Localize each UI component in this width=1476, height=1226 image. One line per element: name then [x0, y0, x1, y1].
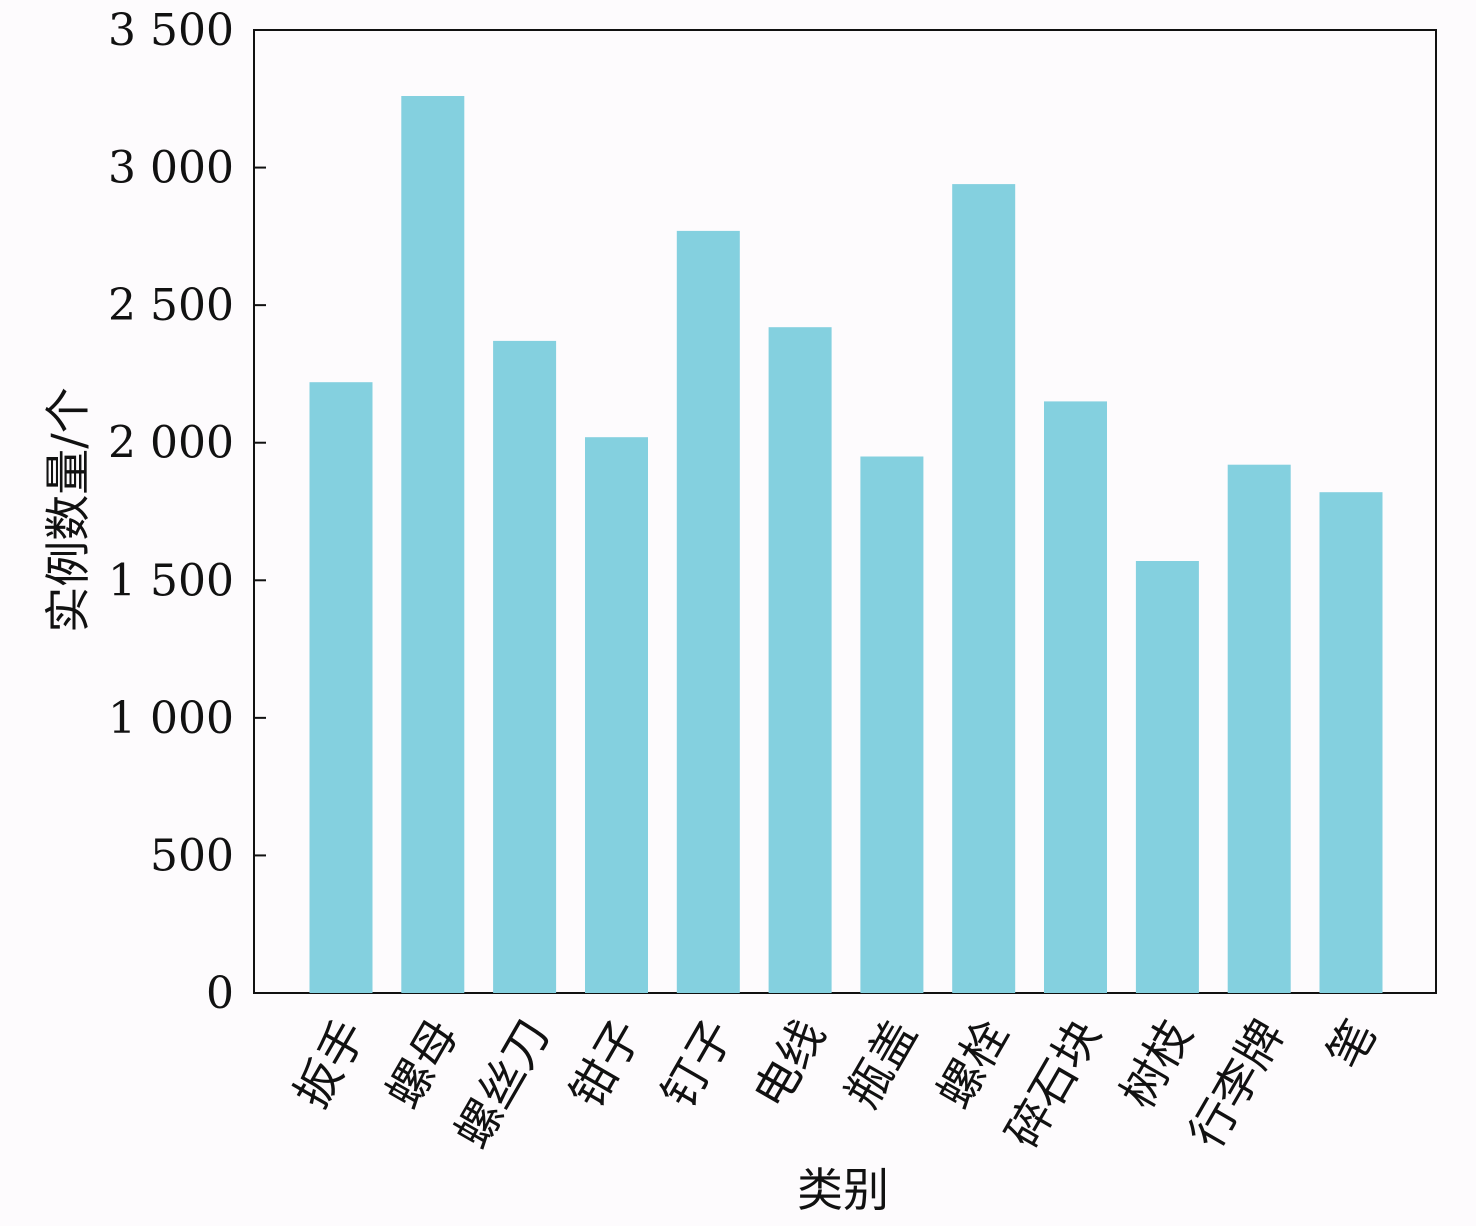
- y-tick-label: 500: [150, 830, 234, 881]
- y-tick-label: 2 500: [108, 280, 234, 331]
- plot-frame: [253, 29, 1437, 994]
- y-axis-label: 实例数量/个: [41, 387, 95, 633]
- y-tick-label: 0: [206, 968, 234, 1019]
- bar-钉子: [676, 230, 740, 993]
- x-tick-label: 钉子: [651, 1011, 744, 1118]
- y-tick-label: 3 000: [108, 143, 234, 194]
- x-tick-label: 瓶盖: [835, 1011, 928, 1118]
- bar-树枝: [1135, 561, 1199, 993]
- x-tick-label: 扳手: [284, 1011, 377, 1118]
- bar-扳手: [309, 382, 373, 993]
- bar-行李牌: [1227, 464, 1291, 993]
- bar-碎石块: [1044, 401, 1107, 993]
- x-tick-label: 螺丝刀: [444, 1011, 560, 1158]
- bar-钳子: [585, 437, 648, 993]
- x-tick-label: 螺栓: [926, 1011, 1019, 1118]
- bar-螺母: [401, 96, 465, 993]
- x-tick-label: 钳子: [559, 1011, 652, 1118]
- bar-螺栓: [952, 184, 1016, 994]
- x-axis-ticks: 扳手 螺母螺丝刀 钳子 钉子 电线 瓶盖 螺栓碎石块 树枝行李牌笔: [284, 1011, 1387, 1158]
- y-tick-label: 3 500: [108, 5, 234, 56]
- x-tick-label: 树枝: [1110, 1011, 1203, 1118]
- y-tick-label: 1 000: [108, 693, 234, 744]
- x-tick-label: 螺母: [376, 1011, 469, 1118]
- bar-瓶盖: [860, 456, 924, 993]
- bars-layer: [309, 96, 1383, 994]
- x-tick-label: 笔: [1317, 1011, 1387, 1078]
- x-axis-label: 类别: [797, 1163, 889, 1217]
- y-tick-label: 1 500: [108, 555, 234, 606]
- bar-笔: [1319, 492, 1383, 993]
- x-tick-label: 电线: [743, 1011, 836, 1118]
- bar-电线: [768, 327, 832, 993]
- y-axis-ticks: 0 500 1 000 1 500 2 000 2 500 3 000 3 500: [108, 5, 266, 1019]
- y-tick-label: 2 000: [108, 418, 234, 469]
- bar-螺丝刀: [493, 340, 557, 993]
- x-tick-label: 碎石块: [995, 1011, 1111, 1158]
- x-tick-label: 行李牌: [1179, 1011, 1295, 1158]
